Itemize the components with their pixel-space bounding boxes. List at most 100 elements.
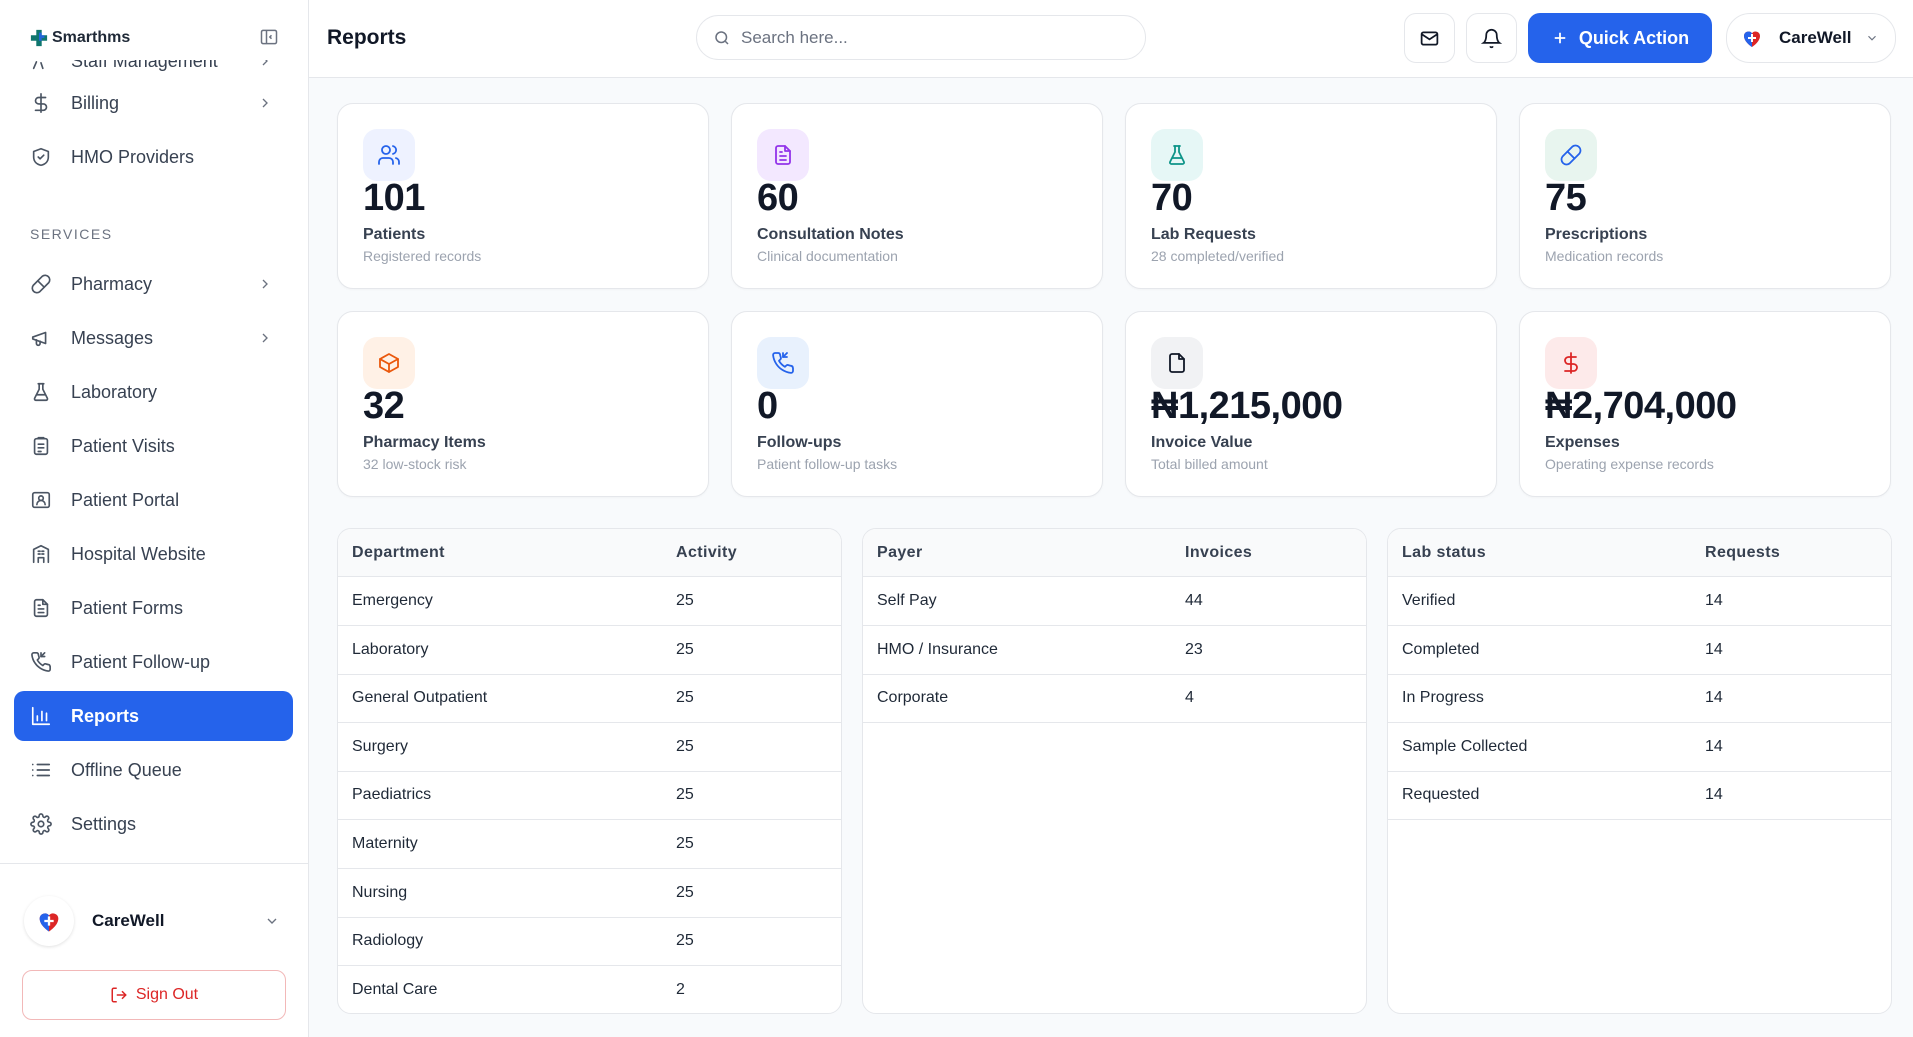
- column-header[interactable]: Department: [352, 544, 445, 561]
- column-header[interactable]: Payer: [877, 544, 923, 561]
- stat-title: Expenses: [1545, 434, 1620, 451]
- stat-value: 101: [363, 177, 425, 219]
- clipboard-icon: [33, 436, 49, 456]
- sidebar-item-label: Settings: [71, 813, 137, 834]
- flask-icon: [1169, 145, 1185, 165]
- chevron-right-icon: [262, 279, 268, 289]
- stat-value: 60: [757, 177, 799, 219]
- column-header[interactable]: Invoices: [1185, 544, 1253, 561]
- sidebar-item-staff-management[interactable]: Staff Management: [14, 60, 293, 86]
- table-cell: Maternity: [352, 835, 418, 852]
- sidebar-item-hospital-website[interactable]: Hospital Website: [14, 529, 293, 579]
- table-row[interactable]: Dental Care 2: [338, 966, 841, 1013]
- brand[interactable]: Smarthms: [30, 28, 130, 48]
- table-row[interactable]: Laboratory 25: [338, 626, 841, 675]
- table-row[interactable]: Sample Collected 14: [1388, 723, 1891, 772]
- column-header[interactable]: Activity: [676, 544, 737, 561]
- sidebar-item-offline-queue[interactable]: Offline Queue: [14, 745, 293, 795]
- sidebar-item-patient-follow-up[interactable]: Patient Follow-up: [14, 637, 293, 687]
- stat-value: 0: [757, 385, 778, 427]
- table-row[interactable]: Completed 14: [1388, 626, 1891, 675]
- stat-title: Pharmacy Items: [363, 434, 486, 451]
- list-icon: [31, 763, 51, 777]
- user-menu[interactable]: CareWell: [1726, 13, 1896, 63]
- bar-chart-icon: [31, 706, 51, 726]
- sidebar-item-billing[interactable]: Billing: [14, 78, 293, 128]
- stat-card-lab-requests[interactable]: 70 Lab Requests 28 completed/verified: [1125, 103, 1497, 289]
- table-row[interactable]: Radiology 25: [338, 917, 841, 967]
- sidebar-item-label: Patient Portal: [71, 489, 180, 510]
- stat-title: Lab Requests: [1151, 226, 1256, 243]
- sidebar-item-label: Offline Queue: [71, 759, 182, 780]
- stat-value: 75: [1545, 177, 1587, 219]
- sidebar-item-pharmacy[interactable]: Pharmacy: [14, 259, 293, 309]
- table-cell: Paediatrics: [352, 786, 432, 804]
- stat-card-invoice-value[interactable]: ₦1,215,000 Invoice Value Total billed am…: [1125, 311, 1497, 497]
- table-cell: 25: [676, 786, 694, 804]
- table-row[interactable]: Surgery 25: [338, 723, 841, 772]
- sidebar-item-messages[interactable]: Messages: [14, 313, 293, 363]
- search-input[interactable]: [741, 26, 1121, 50]
- pill-icon: [31, 274, 51, 294]
- sidebar-item-settings[interactable]: Settings: [14, 799, 293, 849]
- payer-invoices-table: Payer Invoices Self Pay 44 HMO / Insuran…: [862, 528, 1367, 1014]
- table-cell: Self Pay: [877, 592, 937, 609]
- table-row[interactable]: Requested 14: [1388, 771, 1891, 821]
- sidebar-item-patient-forms[interactable]: Patient Forms: [14, 583, 293, 633]
- stat-card-consultation-notes[interactable]: 60 Consultation Notes Clinical documenta…: [731, 103, 1103, 289]
- sidebar-item-patient-visits[interactable]: Patient Visits: [14, 421, 293, 471]
- table-row[interactable]: General Outpatient 25: [338, 674, 841, 724]
- table-cell: Corporate: [877, 689, 949, 707]
- table-cell: HMO / Insurance: [877, 640, 998, 658]
- table-row[interactable]: Nursing 25: [338, 869, 841, 918]
- heart-cross-icon: [1744, 31, 1760, 47]
- stat-card-pharmacy-items[interactable]: 32 Pharmacy Items 32 low-stock risk: [337, 311, 709, 497]
- table-row[interactable]: Emergency 25: [338, 577, 841, 626]
- stat-card-expenses[interactable]: ₦2,704,000 Expenses Operating expense re…: [1519, 311, 1891, 497]
- table-row[interactable]: HMO / Insurance 23: [863, 626, 1366, 675]
- table-cell: 25: [676, 835, 694, 852]
- sidebar-item-patient-portal[interactable]: Patient Portal: [14, 475, 293, 525]
- stat-card-patients[interactable]: 101 Patients Registered records: [337, 103, 709, 289]
- notifications-button[interactable]: [1466, 13, 1517, 63]
- sidebar-item-label: Hospital Website: [71, 543, 206, 564]
- table-row[interactable]: Verified 14: [1388, 577, 1891, 626]
- table-row[interactable]: In Progress 14: [1388, 674, 1891, 724]
- table-cell: 25: [676, 932, 694, 950]
- table-row[interactable]: Maternity 25: [338, 820, 841, 869]
- quick-action-button[interactable]: Quick Action: [1528, 13, 1712, 63]
- sidebar-footer: CareWell Sign Out: [0, 863, 309, 1037]
- quick-action-label: Quick Action: [1578, 27, 1690, 48]
- table-row[interactable]: Paediatrics 25: [338, 771, 841, 821]
- table-cell: 14: [1705, 689, 1723, 707]
- column-header[interactable]: Requests: [1705, 544, 1781, 561]
- id-card-icon: [31, 491, 51, 509]
- column-header[interactable]: Lab status: [1402, 544, 1487, 561]
- table-cell: Completed: [1402, 640, 1480, 658]
- table-cell: 14: [1705, 592, 1723, 609]
- sidebar-collapse-icon[interactable]: [259, 27, 279, 47]
- table-row[interactable]: Corporate 4: [863, 674, 1366, 724]
- document-icon: [775, 145, 791, 165]
- stat-card-follow-ups[interactable]: 0 Follow-ups Patient follow-up tasks: [731, 311, 1103, 497]
- table-cell: 25: [676, 640, 694, 658]
- chevron-down-icon: [267, 918, 277, 924]
- stat-card-prescriptions[interactable]: 75 Prescriptions Medication records: [1519, 103, 1891, 289]
- department-activity-table: Department Activity Emergency 25 Laborat…: [337, 528, 842, 1014]
- sign-out-label: Sign Out: [135, 986, 199, 1003]
- box-icon: [379, 353, 399, 373]
- org-switcher[interactable]: CareWell: [24, 896, 286, 946]
- sign-out-button[interactable]: Sign Out: [22, 970, 286, 1020]
- sidebar-item-label: Pharmacy: [71, 273, 153, 294]
- user-name: CareWell: [1779, 28, 1852, 47]
- sidebar-item-laboratory[interactable]: Laboratory: [14, 367, 293, 417]
- stat-value: 32: [363, 385, 405, 427]
- stat-subtitle: Operating expense records: [1545, 456, 1714, 472]
- sidebar-item-reports[interactable]: Reports: [14, 691, 293, 741]
- table-cell: Dental Care: [352, 980, 438, 998]
- mail-button[interactable]: [1404, 13, 1455, 63]
- stat-subtitle: 32 low-stock risk: [363, 456, 467, 472]
- sidebar-item-hmo-providers[interactable]: HMO Providers: [14, 132, 293, 182]
- table-row[interactable]: Self Pay 44: [863, 577, 1366, 626]
- bell-icon: [1481, 28, 1502, 48]
